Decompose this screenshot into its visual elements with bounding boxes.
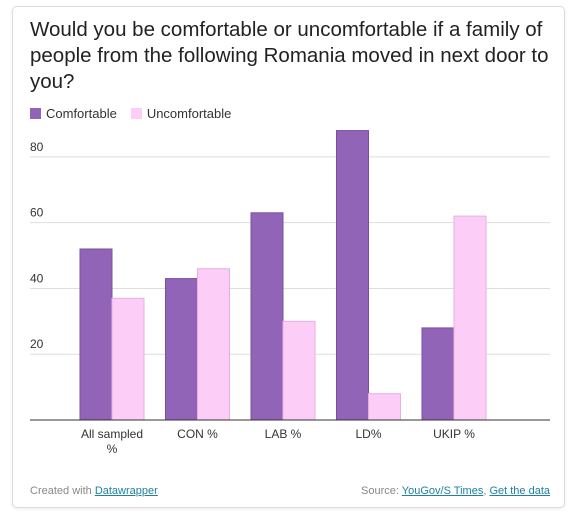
bar-uncomfortable-0 xyxy=(111,297,145,421)
source-separator: , xyxy=(483,485,490,497)
bar-chart: 20 40 60 80 All sampled % CON % LAB % LD% UKIP % xyxy=(30,130,550,456)
bar-uncomfortable-3 xyxy=(368,393,401,421)
x-tick-label-1: CON % xyxy=(177,427,218,441)
legend-swatch-uncomfortable xyxy=(130,108,142,119)
source-link[interactable]: YouGov/S Times xyxy=(401,485,484,497)
legend-swatch-comfortable xyxy=(30,108,41,119)
get-the-data-link[interactable]: Get the data xyxy=(489,485,550,497)
chart-card: Would you be comfortable or uncomfortabl… xyxy=(12,6,565,508)
x-tick-label-2: LAB % xyxy=(265,427,302,441)
source-text: Source: xyxy=(361,485,402,497)
footer-credit: Created with Datawrapper xyxy=(30,485,158,497)
bar-comfortable-0 xyxy=(79,248,113,421)
chart-title: Would you be comfortable or uncomfortabl… xyxy=(30,18,549,93)
datawrapper-link[interactable]: Datawrapper xyxy=(94,485,158,497)
y-tick-label-60: 60 xyxy=(30,206,44,220)
bar-comfortable-2 xyxy=(250,212,284,421)
bar-comfortable-3 xyxy=(336,130,369,421)
bar-uncomfortable-2 xyxy=(282,320,316,421)
y-tick-label-20: 20 xyxy=(30,337,44,351)
bar-comfortable-1 xyxy=(165,278,198,421)
legend: Comfortable Uncomfortable xyxy=(30,106,231,121)
x-tick-label-4: UKIP % xyxy=(433,427,475,441)
created-with-text: Created with xyxy=(30,485,95,497)
legend-item-comfortable: Comfortable xyxy=(30,106,117,121)
bar-comfortable-4 xyxy=(421,327,455,421)
x-tick-label-0: All sampled% xyxy=(81,427,143,456)
legend-label-uncomfortable: Uncomfortable xyxy=(146,106,232,121)
legend-item-uncomfortable: Uncomfortable xyxy=(130,106,232,121)
legend-label-comfortable: Comfortable xyxy=(46,106,117,121)
y-tick-label-40: 40 xyxy=(30,271,44,285)
bar-uncomfortable-4 xyxy=(453,215,487,421)
y-tick-label-80: 80 xyxy=(30,140,44,154)
footer-source: Source: YouGov/S Times, Get the data xyxy=(361,485,550,497)
x-tick-label-3: LD% xyxy=(355,427,381,441)
bar-uncomfortable-1 xyxy=(197,268,230,421)
